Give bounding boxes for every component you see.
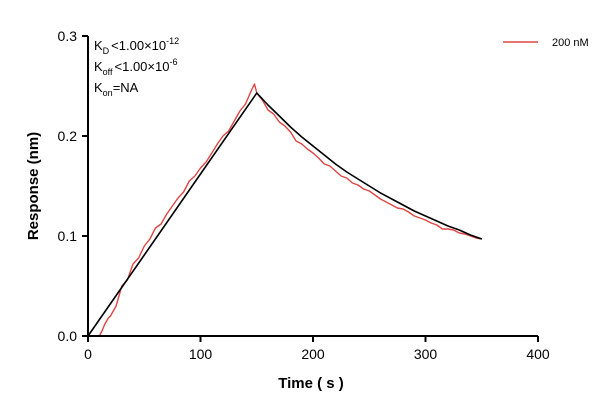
koff-exp: -6 [169,57,177,67]
y-tick-label: 0.3 [58,28,78,44]
x-ticks: 0 100 200 300 400 [84,336,550,362]
koff-rel: < [115,59,123,74]
x-axis-title: Time ( s ) [278,375,344,392]
koff-sub: off [103,67,113,77]
y-tick-label: 0.2 [58,128,78,144]
y-ticks: 0.0 0.1 0.2 0.3 [58,28,88,344]
kd-annotation: KD <1.00×10-12 [94,36,179,56]
x-tick-label: 0 [84,346,92,362]
x-tick-label: 400 [526,346,550,362]
kd-value: 1.00×10 [119,38,166,53]
x-tick-label: 100 [189,346,213,362]
kon-sub: on [103,88,113,98]
plot-area [87,83,483,337]
koff-value: 1.00×10 [122,59,169,74]
legend: 200 nM [503,37,589,49]
koff-annotation: Koff <1.00×10-6 [94,57,177,77]
legend-label-200nm: 200 nM [552,37,589,49]
series-line-200nm [98,83,482,337]
fit-line [87,92,483,337]
kd-exp: -12 [166,36,179,46]
koff-main: K [94,59,103,74]
kon-main: K [94,80,103,95]
y-axis-title: Response (nm) [25,132,42,240]
kd-rel: < [111,38,119,53]
kinetics-annotation: KD <1.00×10-12 Koff <1.00×10-6 Kon=NA [94,36,179,98]
y-tick-label: 0.0 [58,328,78,344]
kon-text: =NA [113,80,139,95]
kd-sub: D [103,46,110,56]
y-tick-label: 0.1 [58,228,78,244]
kd-main: K [94,38,103,53]
kon-annotation: Kon=NA [94,80,139,98]
x-tick-label: 300 [414,346,438,362]
x-tick-label: 200 [301,346,325,362]
